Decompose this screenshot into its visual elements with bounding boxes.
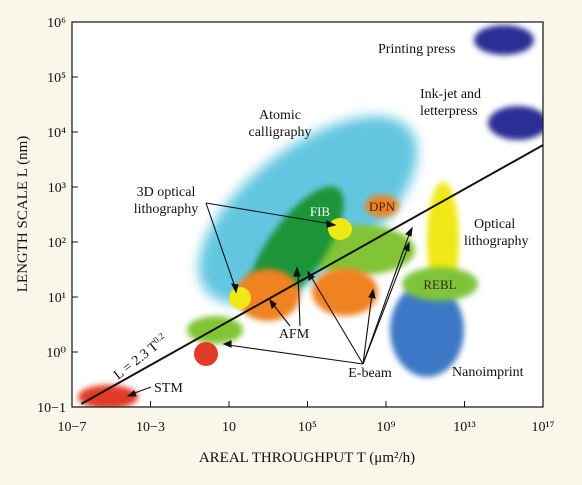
region-rebl [402,267,478,301]
region-3d-optical-a [229,287,251,309]
y-tick-label: 10⁵ [47,71,66,86]
region-dpn [365,195,399,217]
x-tick-label: 10¹³ [453,420,475,435]
y-tick-label: 10¹ [48,291,66,306]
label-inkjet-1: Ink-jet and [420,87,481,102]
annotation-arrows [126,202,413,397]
x-axis-ticks: 10−7 10−3 10 10⁵ 10⁹ 10¹³ 10¹⁷ [58,401,555,435]
x-axis-label: AREAL THROUGHPUT T (μm²/h) [199,450,415,466]
y-tick-label: 10³ [48,181,66,196]
trend-line [80,144,543,405]
x-tick-label: 10−3 [136,420,165,435]
y-tick-label: 10−1 [37,401,66,416]
label-afm: AFM [279,327,310,342]
label-3d-optical-1: 3D optical [137,185,196,200]
label-optical-2: lithography [464,234,529,249]
region-3d-optical-b [328,218,352,240]
label-rebl: REBL [423,277,456,292]
x-tick-label: 10⁹ [377,420,396,435]
region-stm-a [78,385,138,407]
x-tick-label: 10⁵ [298,420,317,435]
region-printing-press [474,25,534,55]
x-tick-label: 10 [222,420,236,435]
y-tick-label: 10⁴ [47,126,66,141]
label-fib: FIB [310,204,331,219]
label-inkjet-2: letterpress [420,104,478,119]
y-axis-label: LENGTH SCALE L (nm) [15,136,31,293]
region-stm-b [194,342,218,366]
x-tick-label: 10−7 [58,420,87,435]
region-afm-b [312,268,378,316]
label-dpn: DPN [369,199,396,214]
y-axis-ticks: 10−1 10⁰ 10¹ 10² 10³ 10⁴ 10⁵ 10⁶ [37,16,78,416]
label-3d-optical-2: lithography [134,202,199,217]
region-blobs [78,25,543,407]
region-nanoimprint [390,283,464,377]
region-inkjet [488,106,543,140]
y-tick-label: 10⁶ [47,16,66,31]
label-optical-1: Optical [474,217,515,232]
label-printing-press: Printing press [378,42,455,57]
x-tick-label: 10¹⁷ [531,420,554,435]
label-atomic-calligraphy-1: Atomic [259,108,301,123]
label-stm: STM [154,381,183,396]
y-tick-label: 10⁰ [46,346,66,361]
y-tick-label: 10² [48,236,66,251]
label-nanoimprint: Nanoimprint [452,365,524,380]
label-atomic-calligraphy-2: calligraphy [249,125,312,140]
label-ebeam: E-beam [348,366,392,381]
